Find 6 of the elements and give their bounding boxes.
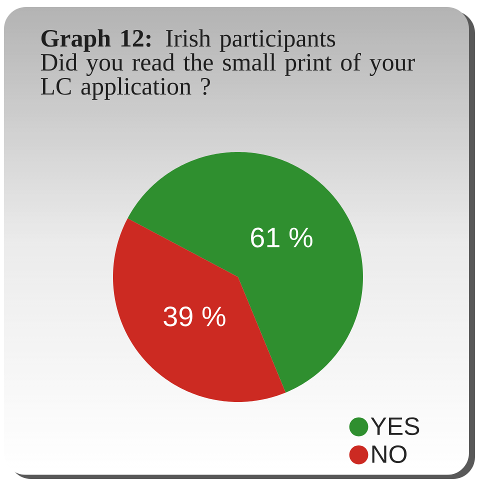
data-label: 61 % <box>251 228 312 248</box>
data-label: 39 % <box>164 306 226 326</box>
legend-label: NO <box>372 445 407 464</box>
chart-subtitle: Did you read the small print of your LC application ? <box>40 52 415 100</box>
chart-title: Graph 12: Irish participants <box>41 29 336 52</box>
legend-label: YES <box>370 417 420 436</box>
